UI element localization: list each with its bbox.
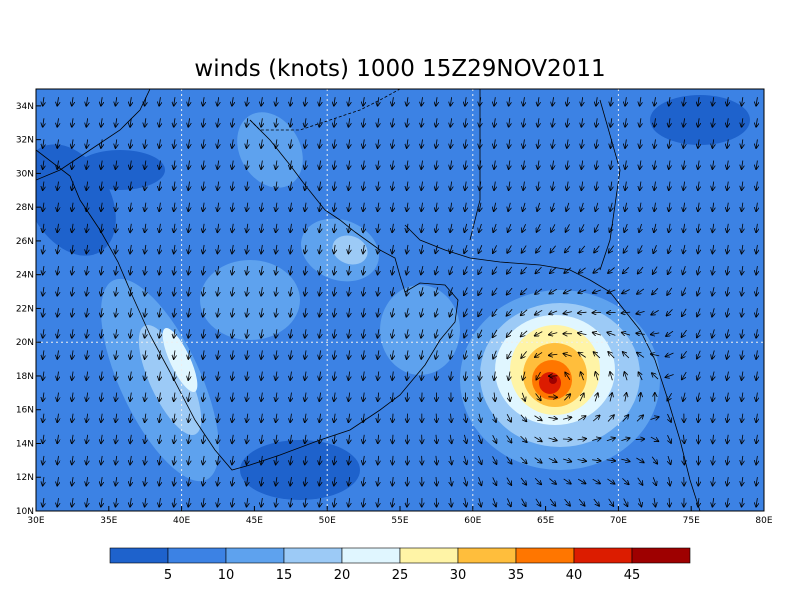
y-tick-label: 14N	[16, 439, 34, 449]
x-tick-label: 70E	[610, 516, 627, 526]
y-tick-label: 30N	[16, 169, 34, 179]
x-tick-label: 40E	[173, 516, 190, 526]
colorbar-label: 40	[566, 568, 583, 583]
y-tick-label: 34N	[16, 102, 34, 112]
colorbar-box	[574, 548, 632, 563]
wind-shade	[650, 95, 750, 145]
x-tick-label: 45E	[246, 516, 263, 526]
wind-shade	[200, 260, 300, 340]
y-tick-label: 12N	[16, 473, 34, 483]
colorbar-label: 35	[508, 568, 525, 583]
x-tick-label: 50E	[319, 516, 336, 526]
colorbar-box	[400, 548, 458, 563]
colorbar-label: 5	[164, 568, 172, 583]
colorbar-box	[168, 548, 226, 563]
x-tick-label: 55E	[391, 516, 408, 526]
wind-shade	[75, 150, 165, 190]
y-tick-label: 20N	[16, 338, 34, 348]
colorbar-label: 15	[276, 568, 293, 583]
y-tick-label: 18N	[16, 372, 34, 382]
colorbar-box	[516, 548, 574, 563]
title: winds (knots) 1000 15Z29NOV2011	[194, 56, 605, 82]
colorbar-box	[284, 548, 342, 563]
y-tick-label: 24N	[16, 271, 34, 281]
colorbar-box	[458, 548, 516, 563]
y-tick-label: 16N	[16, 406, 34, 416]
x-tick-label: 60E	[464, 516, 481, 526]
colorbar-label: 45	[624, 568, 641, 583]
wind-shade	[549, 376, 557, 384]
colorbar-label: 30	[450, 568, 467, 583]
x-tick-label: 65E	[537, 516, 554, 526]
x-tick-label: 35E	[100, 516, 117, 526]
y-tick-label: 22N	[16, 304, 34, 314]
wind-arrow	[392, 435, 393, 444]
colorbar-box	[342, 548, 400, 563]
wind-shade	[539, 372, 561, 394]
y-tick-label: 32N	[16, 136, 34, 146]
map-field	[5, 89, 764, 511]
y-tick-label: 26N	[16, 237, 34, 247]
colorbar-label: 20	[334, 568, 351, 583]
colorbar-label: 25	[392, 568, 409, 583]
colorbar-box	[110, 548, 168, 563]
y-tick-label: 28N	[16, 203, 34, 213]
colorbar: 5 10 15 20 25 30 35 40 45	[110, 548, 690, 583]
y-tick-label: 10N	[16, 507, 34, 517]
colorbar-box	[632, 548, 690, 563]
colorbar-label: 10	[218, 568, 235, 583]
wind-shade	[240, 440, 360, 500]
colorbar-box	[226, 548, 284, 563]
x-tick-label: 80E	[755, 516, 772, 526]
x-tick-label: 30E	[27, 516, 44, 526]
x-tick-label: 75E	[683, 516, 700, 526]
